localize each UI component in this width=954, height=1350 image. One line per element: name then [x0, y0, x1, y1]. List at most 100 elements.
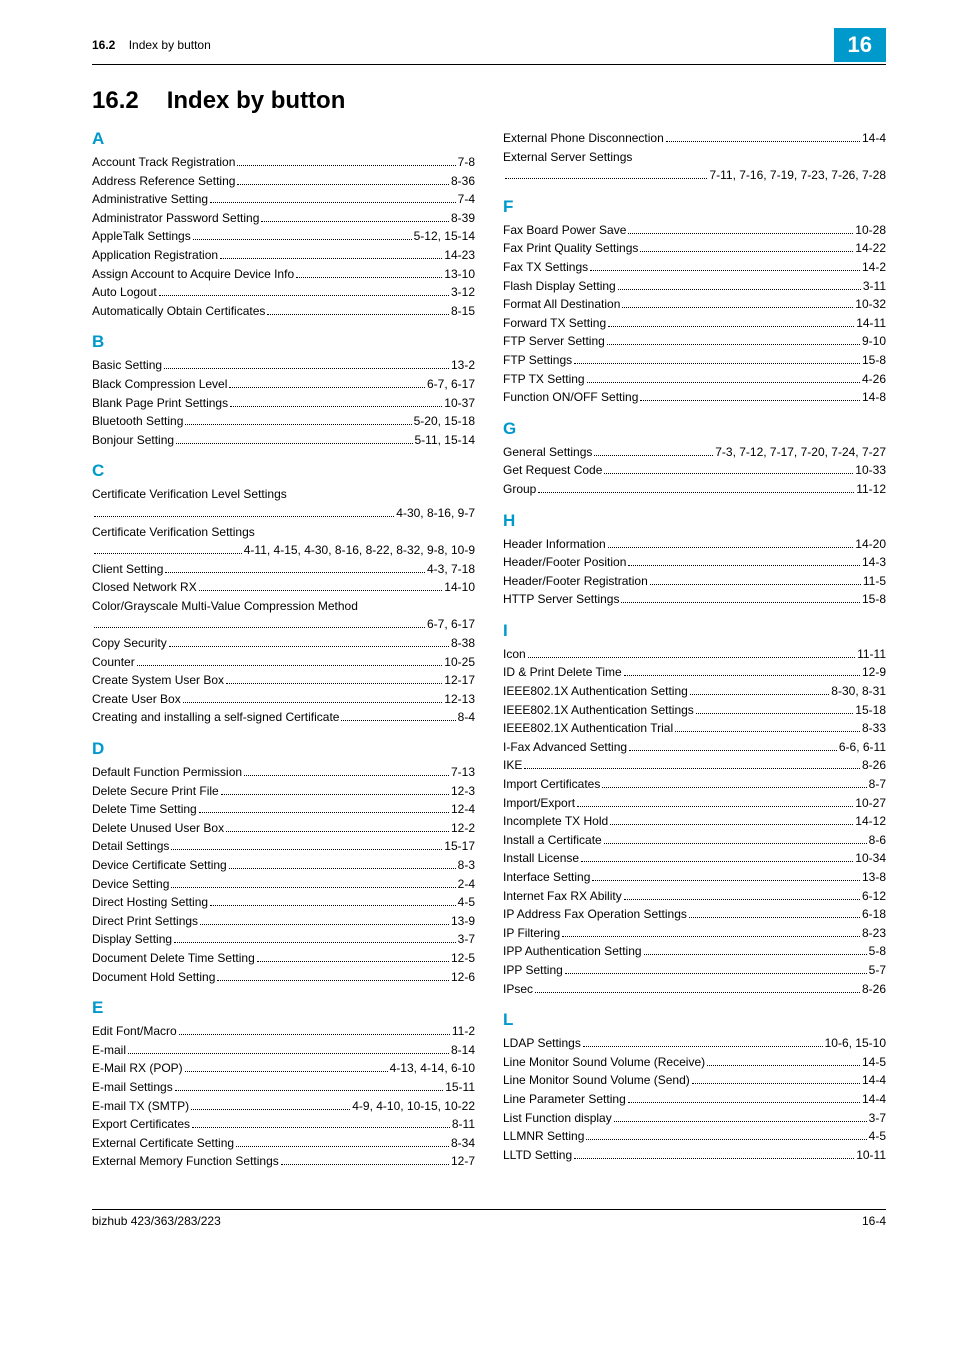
- index-page-ref: 10-27: [855, 794, 886, 813]
- index-page-ref: 8-23: [862, 924, 886, 943]
- index-entry-label: FTP Settings: [503, 351, 572, 370]
- index-letter: E: [92, 998, 475, 1018]
- index-entry: Display Setting3-7: [92, 930, 475, 949]
- index-entry-label: Automatically Obtain Certificates: [92, 302, 265, 321]
- index-page-ref: 14-11: [856, 314, 886, 333]
- index-entry: FTP Server Setting9-10: [503, 332, 886, 351]
- index-entry: Create System User Box12-17: [92, 671, 475, 690]
- index-entry-label: Document Hold Setting: [92, 968, 215, 987]
- index-entry: Copy Security8-38: [92, 634, 475, 653]
- index-page-ref: 5-7: [869, 961, 886, 980]
- index-entry: Group11-12: [503, 480, 886, 499]
- index-entry-label: E-mail TX (SMTP): [92, 1097, 189, 1116]
- index-page-ref: 9-10: [862, 332, 886, 351]
- index-entry: AppleTalk Settings5-12, 15-14: [92, 227, 475, 246]
- index-letter: A: [92, 129, 475, 149]
- footer-right: 16-4: [862, 1214, 886, 1228]
- index-entry: Delete Unused User Box12-2: [92, 819, 475, 838]
- index-entry: E-mail TX (SMTP) 4-9, 4-10, 10-15, 10-22: [92, 1097, 475, 1116]
- index-page-ref: 5-8: [869, 942, 886, 961]
- index-entry: Delete Secure Print File12-3: [92, 782, 475, 801]
- index-entry-label: Flash Display Setting: [503, 277, 616, 296]
- index-entry: Line Parameter Setting14-4: [503, 1090, 886, 1109]
- index-page-ref: 14-3: [862, 553, 886, 572]
- footer-left: bizhub 423/363/283/223: [92, 1214, 221, 1228]
- index-entry-label: IP Address Fax Operation Settings: [503, 905, 687, 924]
- index-entry: IEEE802.1X Authentication Trial8-33: [503, 719, 886, 738]
- index-page-ref: 10-28: [855, 221, 886, 240]
- index-entry-label: Install a Certificate: [503, 831, 602, 850]
- index-entry-label: LLMNR Setting: [503, 1127, 584, 1146]
- index-entry-label: Device Setting: [92, 875, 169, 894]
- index-letter: G: [503, 419, 886, 439]
- index-entry-label: Interface Setting: [503, 868, 590, 887]
- index-page-ref: 7-8: [458, 153, 475, 172]
- index-page-ref: 14-4: [862, 1090, 886, 1109]
- index-entry: Direct Hosting Setting4-5: [92, 893, 475, 912]
- index-page-ref: 8-14: [451, 1041, 475, 1060]
- index-page-ref: 2-4: [458, 875, 475, 894]
- index-letter: F: [503, 197, 886, 217]
- index-entry-label: External Memory Function Settings: [92, 1152, 279, 1171]
- index-page-ref: 12-3: [451, 782, 475, 801]
- index-entry-label: Fax Print Quality Settings: [503, 239, 638, 258]
- index-page-ref: 14-22: [855, 239, 886, 258]
- index-entry: Bluetooth Setting5-20, 15-18: [92, 412, 475, 431]
- index-entry-label: Direct Print Settings: [92, 912, 198, 931]
- index-entry-continuation: 4-11, 4-15, 4-30, 8-16, 8-22, 8-32, 9-8,…: [92, 541, 475, 560]
- index-entry-label: Import Certificates: [503, 775, 600, 794]
- index-entry-label: Client Setting: [92, 560, 163, 579]
- index-page-ref: 8-38: [451, 634, 475, 653]
- page-title: 16.2Index by button: [92, 87, 886, 115]
- index-entry: Get Request Code10-33: [503, 461, 886, 480]
- index-entry: Default Function Permission7-13: [92, 763, 475, 782]
- index-entry: Delete Time Setting12-4: [92, 800, 475, 819]
- index-page-ref: 4-30, 8-16, 9-7: [396, 504, 475, 523]
- index-entry-label: General Settings: [503, 443, 592, 462]
- index-entry-label: Export Certificates: [92, 1115, 190, 1134]
- index-page-ref: 12-4: [451, 800, 475, 819]
- page-footer: bizhub 423/363/283/223 16-4: [92, 1209, 886, 1228]
- index-page-ref: 12-9: [862, 663, 886, 682]
- index-entry: Device Certificate Setting8-3: [92, 856, 475, 875]
- index-page-ref: 12-5: [451, 949, 475, 968]
- index-entry-label: IP Filtering: [503, 924, 560, 943]
- index-entry: E-Mail RX (POP)4-13, 4-14, 6-10: [92, 1059, 475, 1078]
- index-entry-label: Assign Account to Acquire Device Info: [92, 265, 294, 284]
- index-entry: Document Delete Time Setting12-5: [92, 949, 475, 968]
- index-entry: Line Monitor Sound Volume (Send)14-4: [503, 1071, 886, 1090]
- index-entry: I-Fax Advanced Setting 6-6, 6-11: [503, 738, 886, 757]
- index-entry: LDAP Settings 10-6, 15-10: [503, 1034, 886, 1053]
- running-header: 16.2 Index by button 16: [92, 28, 886, 65]
- index-entry-label: Header Information: [503, 535, 606, 554]
- index-page-ref: 12-13: [444, 690, 475, 709]
- index-entry-label: IPP Authentication Setting: [503, 942, 642, 961]
- index-entry: E-mail8-14: [92, 1041, 475, 1060]
- index-entry-continuation: 4-30, 8-16, 9-7: [92, 504, 475, 523]
- running-header-left: 16.2 Index by button: [92, 38, 211, 52]
- index-page-ref: 12-17: [444, 671, 475, 690]
- index-entry: E-mail Settings15-11: [92, 1078, 475, 1097]
- index-entry: Import/Export10-27: [503, 794, 886, 813]
- index-entry-label: Header/Footer Position: [503, 553, 626, 572]
- index-entry: Blank Page Print Settings10-37: [92, 394, 475, 413]
- index-entry-continuation: 7-11, 7-16, 7-19, 7-23, 7-26, 7-28: [503, 166, 886, 185]
- index-page-ref: 15-8: [862, 351, 886, 370]
- index-page-ref: 14-10: [444, 578, 475, 597]
- index-entry-label: Line Monitor Sound Volume (Receive): [503, 1053, 705, 1072]
- index-page-ref: 8-6: [869, 831, 886, 850]
- index-entry: IPsec8-26: [503, 980, 886, 999]
- index-page-ref: 8-33: [862, 719, 886, 738]
- index-letter: L: [503, 1010, 886, 1030]
- index-entry: IEEE802.1X Authentication Settings15-18: [503, 701, 886, 720]
- index-entry-label: Administrative Setting: [92, 190, 208, 209]
- index-page-ref: 5-11, 15-14: [415, 431, 476, 450]
- index-entry-label: E-mail Settings: [92, 1078, 173, 1097]
- index-page-ref: 10-33: [855, 461, 886, 480]
- index-entry: Incomplete TX Hold14-12: [503, 812, 886, 831]
- index-entry-label: Account Track Registration: [92, 153, 235, 172]
- index-entry: HTTP Server Settings15-8: [503, 590, 886, 609]
- index-page-ref: 3-12: [451, 283, 475, 302]
- index-page-ref: 15-18: [855, 701, 886, 720]
- index-page-ref: 4-9, 4-10, 10-15, 10-22: [352, 1097, 475, 1116]
